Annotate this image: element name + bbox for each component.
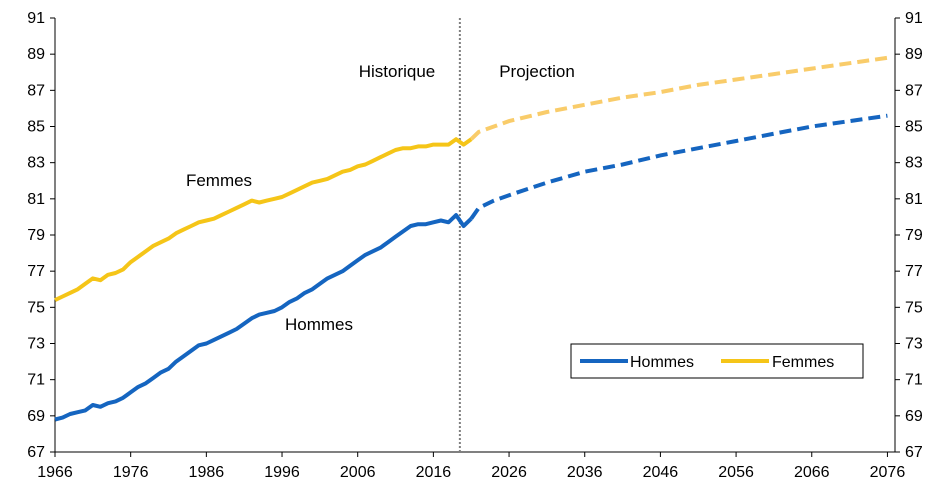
ticks: 67 67 69 69 71 71 73 73 75 75 77 77 79 79 81 81 83 83 85 85… xyxy=(27,10,923,481)
x-tick-label: 1976 xyxy=(113,464,149,481)
femmes-historical-line xyxy=(54,137,473,302)
legend-femmes-label: Femmes xyxy=(772,354,834,371)
y-tick-label-left: 71 xyxy=(27,372,45,389)
legend: Hommes Femmes xyxy=(570,343,864,379)
hommes-projection-line xyxy=(469,113,888,220)
x-tick-label: 2026 xyxy=(491,464,527,481)
x-tick-label: 1966 xyxy=(37,464,73,481)
y-tick-label-right: 89 xyxy=(905,46,923,63)
y-tick-label-right: 91 xyxy=(905,10,923,27)
y-tick-label-left: 67 xyxy=(27,444,45,461)
y-tick-label-left: 73 xyxy=(27,336,45,353)
femmes-projection-line xyxy=(469,55,888,141)
y-tick-label-right: 83 xyxy=(905,155,923,172)
series xyxy=(54,55,888,422)
y-tick-label-right: 71 xyxy=(905,372,923,389)
y-tick-label-left: 69 xyxy=(27,408,45,425)
x-tick-label: 2006 xyxy=(340,464,376,481)
y-tick-label-left: 79 xyxy=(27,227,45,244)
x-tick-label: 1996 xyxy=(264,464,300,481)
historique-label: Historique xyxy=(359,62,436,81)
x-tick-label: 2016 xyxy=(416,464,452,481)
y-tick-label-right: 81 xyxy=(905,191,923,208)
y-tick-label-right: 75 xyxy=(905,299,923,316)
y-tick-label-left: 89 xyxy=(27,46,45,63)
y-tick-label-left: 77 xyxy=(27,263,45,280)
x-tick-label: 2046 xyxy=(643,464,679,481)
y-tick-label-left: 83 xyxy=(27,155,45,172)
x-tick-label: 2056 xyxy=(718,464,754,481)
x-tick-label: 2076 xyxy=(870,464,906,481)
x-tick-label: 2036 xyxy=(567,464,603,481)
legend-hommes-label: Hommes xyxy=(630,354,694,371)
y-tick-label-left: 87 xyxy=(27,82,45,99)
y-tick-label-right: 85 xyxy=(905,119,923,136)
y-tick-label-right: 87 xyxy=(905,82,923,99)
y-tick-label-right: 77 xyxy=(905,263,923,280)
y-tick-label-left: 81 xyxy=(27,191,45,208)
y-tick-label-left: 85 xyxy=(27,119,45,136)
projection-label: Projection xyxy=(499,62,575,81)
y-tick-label-left: 75 xyxy=(27,299,45,316)
hommes-series-label: Hommes xyxy=(285,315,353,334)
femmes-series-label: Femmes xyxy=(186,171,252,190)
x-tick-label: 2066 xyxy=(794,464,830,481)
y-tick-label-right: 79 xyxy=(905,227,923,244)
x-tick-label: 1986 xyxy=(189,464,225,481)
y-tick-label-right: 73 xyxy=(905,336,923,353)
y-tick-label-right: 67 xyxy=(905,444,923,461)
hommes-historical-line xyxy=(54,213,473,422)
y-tick-label-right: 69 xyxy=(905,408,923,425)
y-tick-label-left: 91 xyxy=(27,10,45,27)
axes xyxy=(54,18,896,453)
